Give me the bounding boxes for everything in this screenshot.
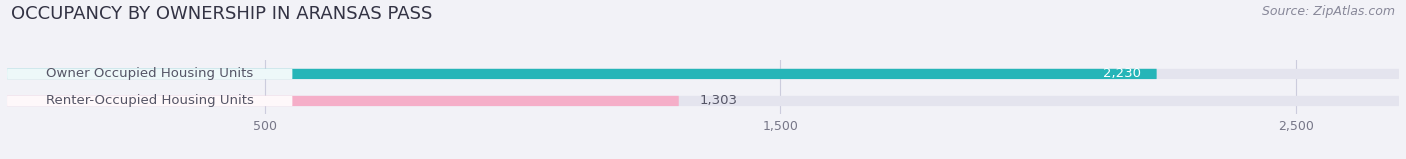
FancyBboxPatch shape — [7, 96, 1399, 106]
FancyBboxPatch shape — [7, 96, 679, 106]
Text: Renter-Occupied Housing Units: Renter-Occupied Housing Units — [46, 94, 253, 107]
Text: OCCUPANCY BY OWNERSHIP IN ARANSAS PASS: OCCUPANCY BY OWNERSHIP IN ARANSAS PASS — [11, 5, 433, 23]
FancyBboxPatch shape — [7, 69, 1157, 79]
FancyBboxPatch shape — [7, 96, 292, 106]
Text: 1,303: 1,303 — [699, 94, 737, 107]
Text: Source: ZipAtlas.com: Source: ZipAtlas.com — [1261, 5, 1395, 18]
FancyBboxPatch shape — [7, 69, 292, 79]
Text: 2,230: 2,230 — [1104, 67, 1142, 80]
Text: Owner Occupied Housing Units: Owner Occupied Housing Units — [46, 67, 253, 80]
FancyBboxPatch shape — [7, 69, 1399, 79]
